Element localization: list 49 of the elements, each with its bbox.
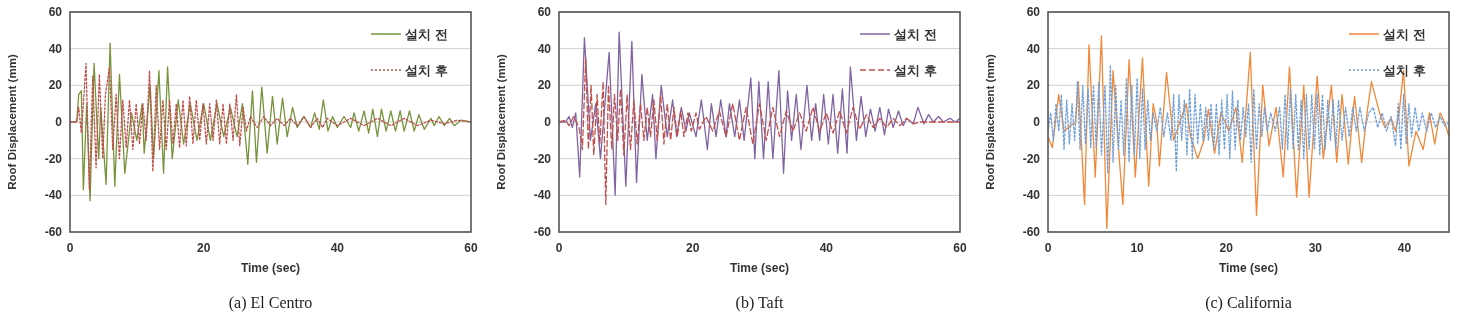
y-tick-label: 0 <box>544 115 552 129</box>
x-tick-label: 0 <box>66 241 74 255</box>
x-axis-title: Time (sec) <box>729 261 790 275</box>
y-tick-label: 0 <box>55 115 63 129</box>
y-axis-title: Roof Displacement (mm) <box>6 54 18 190</box>
y-axis-title: Roof Displacement (mm) <box>984 54 996 190</box>
x-tick-label: 20 <box>196 241 211 255</box>
text: (a) El Centro <box>228 294 313 312</box>
y-tick-label: -40 <box>1022 188 1041 203</box>
y-tick-label: -20 <box>533 151 552 166</box>
x-tick-label: 40 <box>1397 241 1412 255</box>
y-tick-label: 20 <box>537 78 552 93</box>
y-tick-label: -20 <box>44 151 63 166</box>
y-tick-label: 0 <box>1033 115 1041 129</box>
x-axis-title: Time (sec) <box>240 261 301 275</box>
legend-label: 설치 후 <box>894 63 937 78</box>
x-tick-label: 0 <box>1044 241 1052 255</box>
legend-label: 설치 후 <box>1383 63 1426 78</box>
text: (b) Taft <box>735 294 784 312</box>
x-axis-title: Time (sec) <box>1218 261 1279 275</box>
x-tick-label: 10 <box>1130 241 1145 255</box>
x-tick-label: 20 <box>685 241 700 255</box>
y-tick-label: -60 <box>44 225 63 239</box>
x-tick-label: 0 <box>555 241 563 255</box>
y-tick-label: 40 <box>1026 41 1041 56</box>
y-axis-title: Roof Displacement (mm) <box>495 54 507 190</box>
y-tick-label: -40 <box>533 188 552 203</box>
x-tick-label: 40 <box>819 241 834 255</box>
y-tick-label: -60 <box>1022 225 1041 239</box>
y-tick-label: 40 <box>537 41 552 56</box>
y-tick-label: -40 <box>44 188 63 203</box>
legend-label: 설치 전 <box>405 27 448 42</box>
y-tick-label: 40 <box>48 41 63 56</box>
legend-label: 설치 전 <box>894 27 937 42</box>
x-tick-label: 60 <box>464 241 478 255</box>
legend-label: 설치 후 <box>405 63 448 78</box>
y-tick-label: -20 <box>1022 151 1041 166</box>
x-tick-label: 40 <box>330 241 345 255</box>
legend-label: 설치 전 <box>1383 27 1426 42</box>
x-tick-label: 20 <box>1219 241 1234 255</box>
y-tick-label: 60 <box>537 5 552 19</box>
y-tick-label: 60 <box>48 5 63 19</box>
text: (c) California <box>1205 294 1292 312</box>
x-tick-label: 60 <box>953 241 967 255</box>
y-tick-label: -60 <box>533 225 552 239</box>
x-tick-label: 30 <box>1308 241 1323 255</box>
y-tick-label: 20 <box>1026 78 1041 93</box>
y-tick-label: 20 <box>48 78 63 93</box>
y-tick-label: 60 <box>1026 5 1041 19</box>
